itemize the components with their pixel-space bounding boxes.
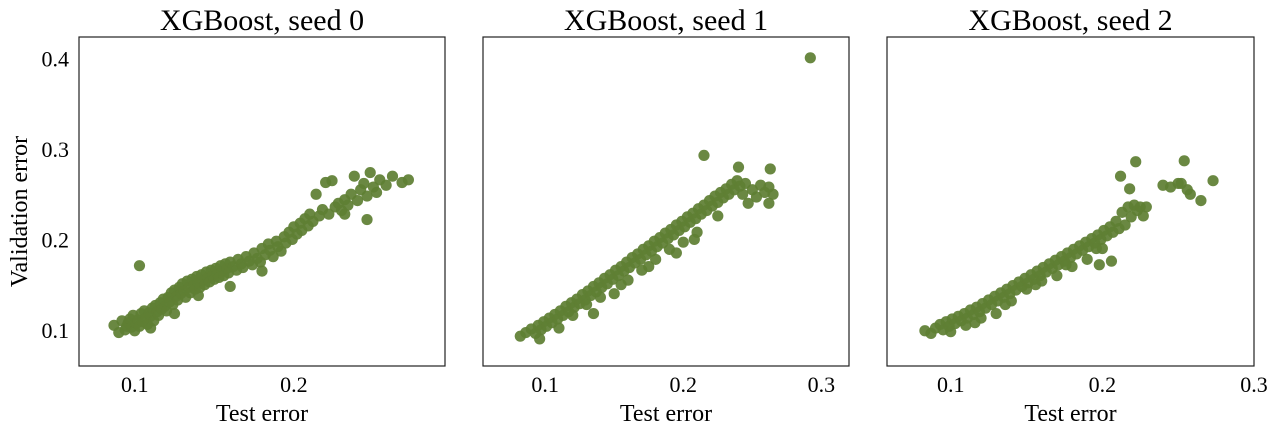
scatter-point [764,163,776,175]
scatter-point [767,188,779,200]
scatter-point [1140,201,1152,213]
y-tick-label: 0.1 [42,318,70,343]
chart-panel-2: XGBoost, seed 2 0.1 0.2 0.3 Test error [886,4,1268,427]
scatter-point [1207,175,1219,187]
scatter-point [370,186,383,199]
plot-frame [482,36,850,367]
plot-frame [886,36,1255,367]
x-tick-label: 0.2 [280,372,308,397]
x-axis-label: Test error [1024,401,1116,427]
scatter-point [1195,194,1207,207]
scatter-point [323,208,335,220]
chart-panel-0: XGBoost, seed 0 0.1 0.2 0.1 0.2 0.3 0.4 Test er… [7,4,446,427]
scatter-point [1119,219,1131,231]
scatter-point [567,309,579,321]
scatter-point [1124,183,1136,195]
scatter-point [275,245,287,257]
scatter-point [326,175,338,187]
scatter-point [1090,242,1102,255]
scatter-point [168,307,181,320]
plot-frame [78,36,446,367]
y-tick-label: 0.2 [42,227,70,252]
scatter-point [698,149,710,162]
scatter-point [677,236,689,248]
scatter-point [1051,270,1063,282]
scatter-point [1105,255,1118,267]
scatter-point [145,322,157,334]
scatter-point [402,174,414,186]
scatter-point [358,177,370,190]
scatter-point [763,197,775,209]
scatter-point [364,166,376,179]
chart-panel-1: XGBoost, seed 1 0.1 0.2 0.3 Test error [482,4,850,427]
x-tick-label: 0.1 [121,372,149,397]
y-tick-label: 0.4 [42,47,70,72]
scatter-point [1093,259,1105,271]
scatter-point [804,52,816,64]
x-tick-label: 0.3 [808,372,836,397]
scatter-point [969,317,981,329]
chart-title: XGBoost, seed 2 [968,4,1172,37]
scatter-point [361,213,373,226]
scatter-point [1130,156,1142,168]
scatter-point [553,322,565,334]
scatter-point [1175,177,1187,190]
scatter-point [192,289,204,302]
chart-title: XGBoost, seed 0 [160,4,364,37]
scatter-point [990,307,1002,320]
scatter-point [945,326,957,338]
x-axis-label: Test error [216,401,308,427]
x-tick-label: 0.1 [937,372,965,397]
scatter-point [1137,210,1149,222]
scatter-point [1178,155,1190,167]
scatter-point [750,191,763,203]
scatter-point [310,188,322,200]
scatter-point [732,161,745,173]
x-tick-label: 0.2 [1089,372,1117,397]
scatter-point [267,251,279,263]
scatter-point [361,190,373,202]
scatter-point [534,333,546,345]
scatter-point [1184,188,1196,200]
x-tick-label: 0.3 [1240,372,1268,397]
scatter-point [587,307,600,320]
scatter-point [1060,259,1072,271]
scatter-point [737,188,749,200]
scatter-point [351,194,364,207]
scatter-point [643,260,655,273]
scatter-point [256,265,268,277]
scatter-point [650,253,662,265]
scatter-point [224,280,236,293]
scatter-point [594,291,606,303]
y-axis-label: Validation error [7,136,33,287]
scatter-point [999,298,1011,311]
scatter-point [580,298,593,311]
scatter-point [133,260,146,272]
scatter-point [670,247,682,259]
scatter-point [1030,279,1042,291]
scatter-point [960,319,972,331]
x-tick-label: 0.2 [670,372,698,397]
scatter-point [348,170,360,182]
scatter-point [386,170,399,182]
scatter-point [1081,253,1093,265]
scatter-point [615,279,627,291]
scatter-point [712,210,724,222]
x-axis-label: Test error [620,401,712,427]
chart-title: XGBoost, seed 1 [564,4,768,37]
scatter-point [380,179,392,191]
scatter-point [688,233,700,246]
scatter-point [342,199,354,211]
scatter-point [339,208,351,220]
scatter-point [1114,170,1127,182]
scatter-point [742,197,754,209]
x-tick-label: 0.1 [531,372,559,397]
y-tick-label: 0.3 [42,137,70,162]
scatter-point [608,288,620,300]
scatter-point [1020,283,1033,295]
